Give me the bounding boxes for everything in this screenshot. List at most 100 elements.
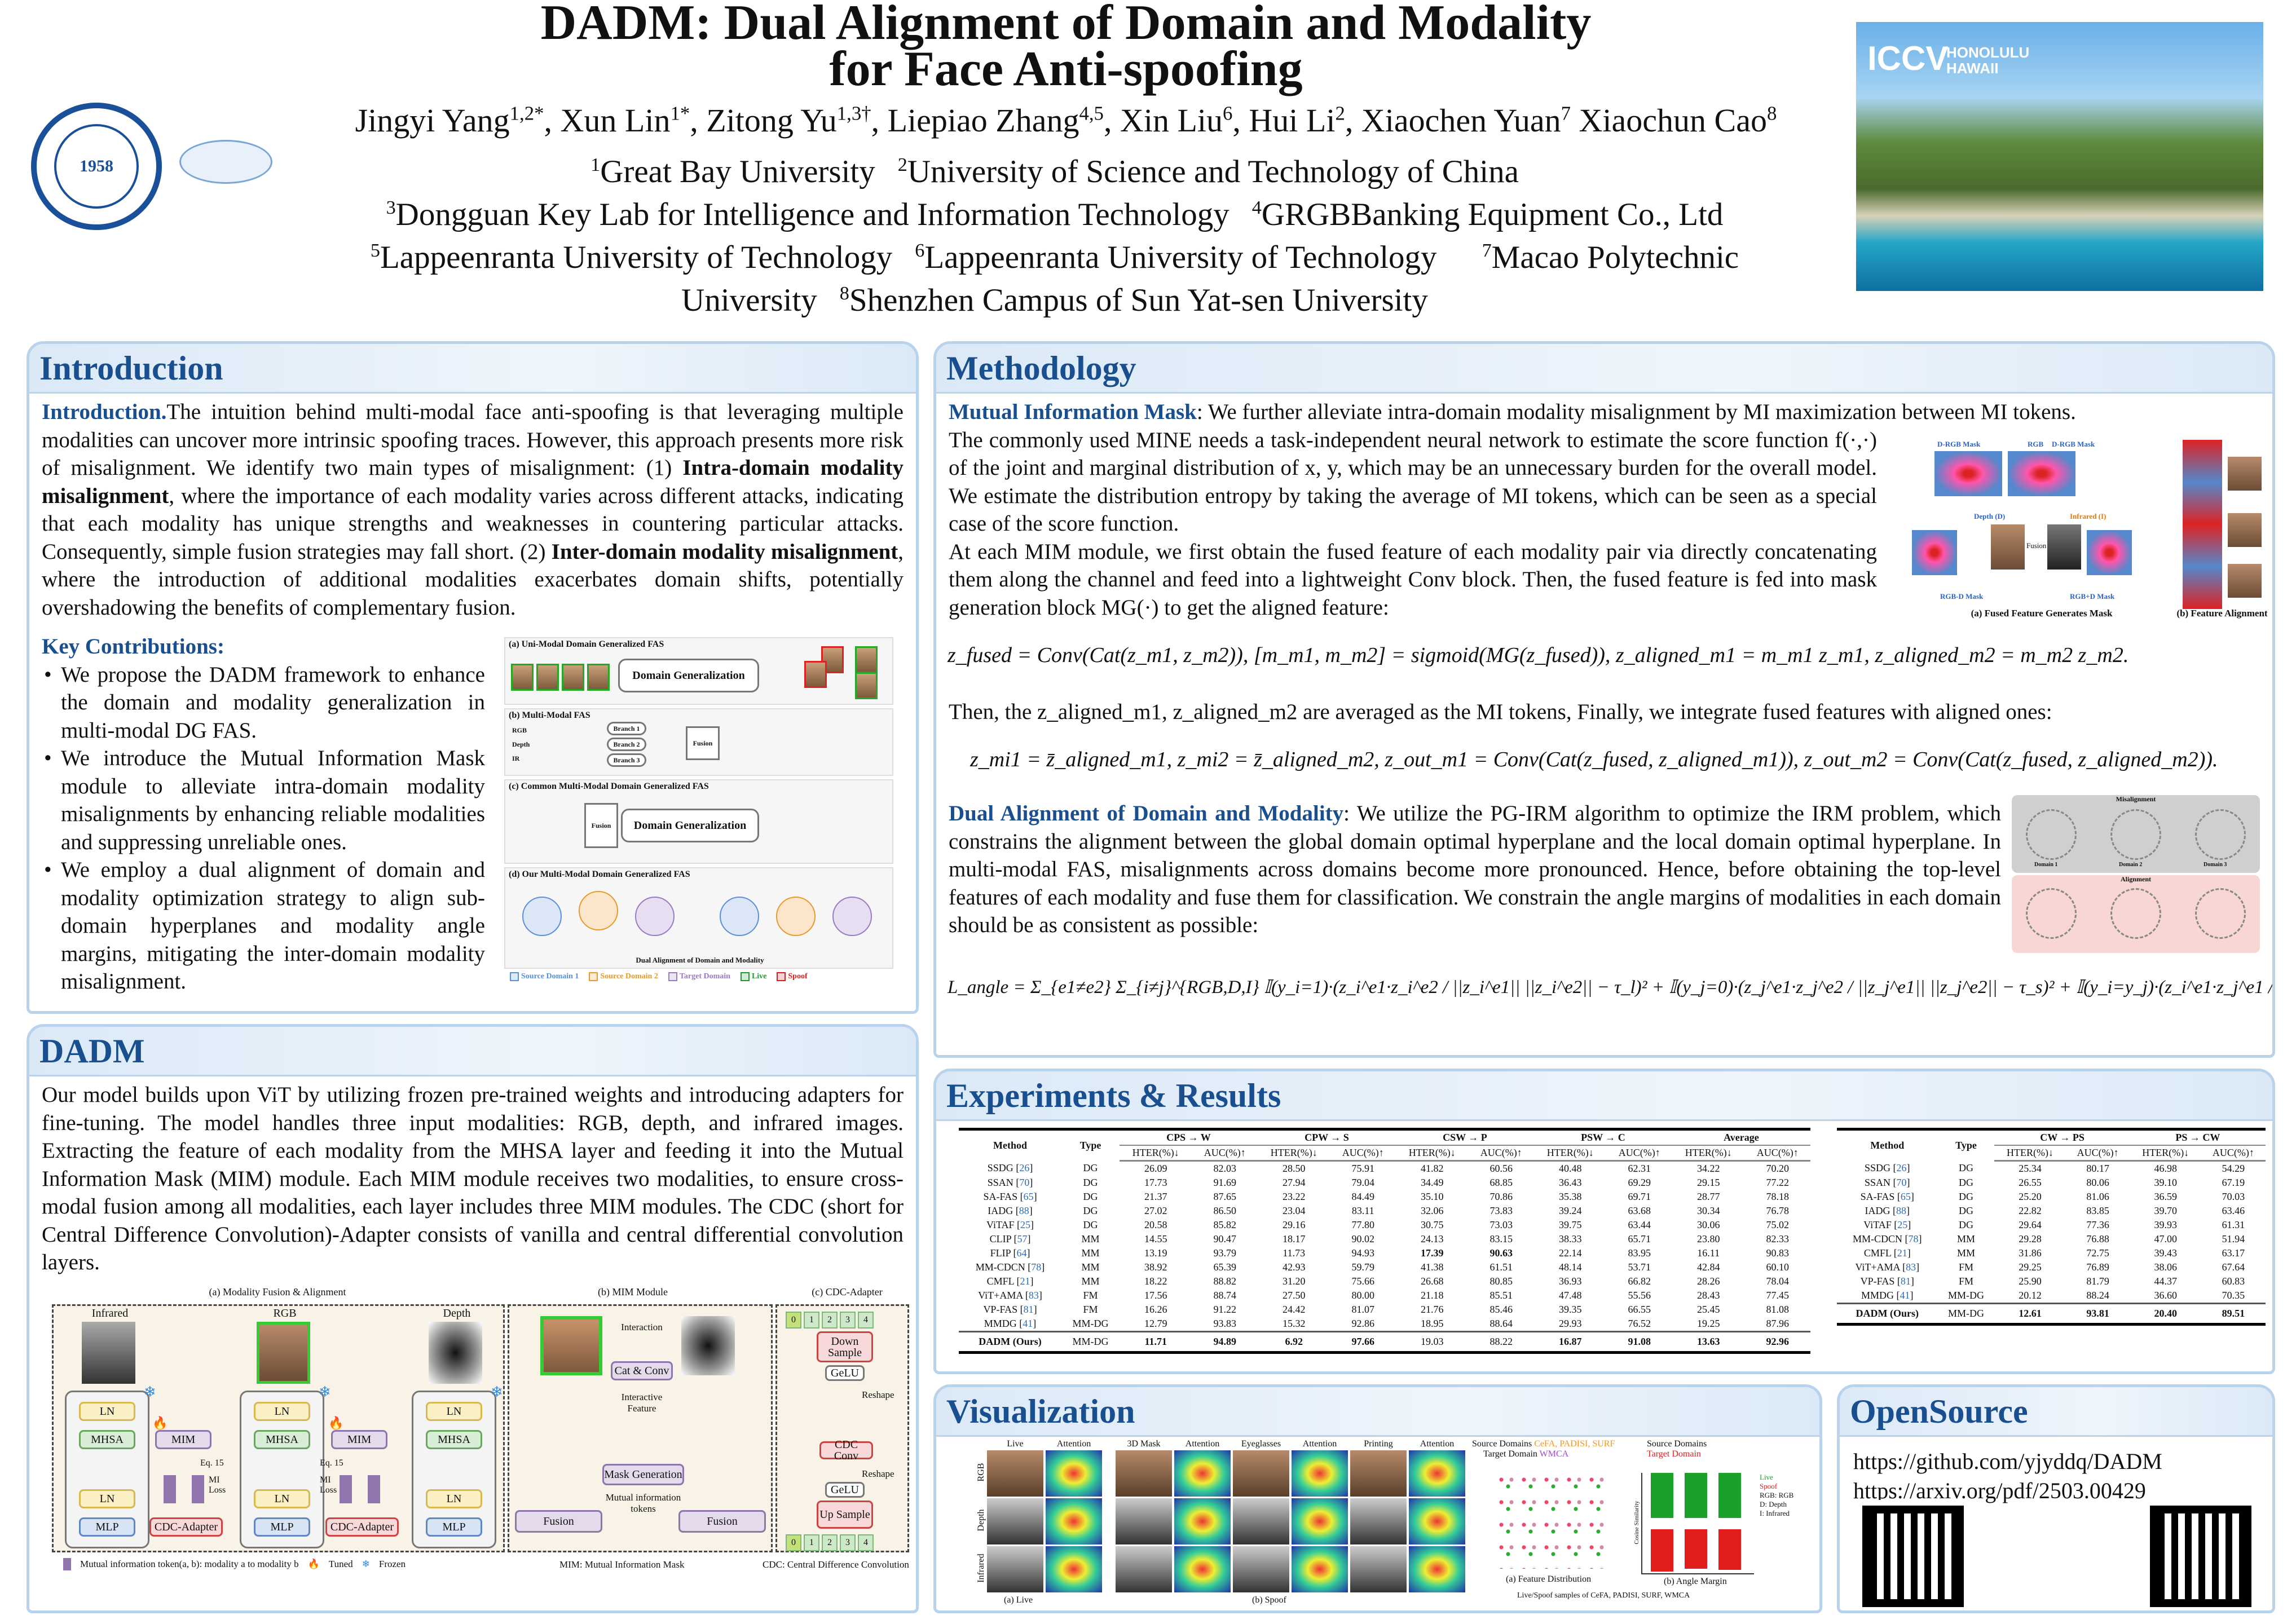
value-cell: 36.60	[2154, 1290, 2177, 1301]
value-cell: 88.82	[1213, 1276, 1237, 1287]
method-cell: IADG [88]	[988, 1205, 1033, 1216]
citation: 88	[1896, 1205, 1907, 1216]
method-cell: SSAN [70]	[1865, 1177, 1910, 1188]
equation-angle-loss: L_angle = Σ_{e1≠e2} Σ_{i≠j}^{RGB,D,I} 𝕀(…	[948, 977, 2274, 998]
table-row: IADG [88] DG 22.82 83.85 39.70 63.46	[1837, 1204, 2266, 1218]
value-cell: 18.95	[1420, 1318, 1444, 1329]
value-cell: 28.77	[1696, 1191, 1720, 1202]
token-cell: 4	[858, 1312, 874, 1329]
mim-figure: D-RGB Mask RGB D-RGB Mask Depth (D) Infr…	[1906, 429, 2268, 626]
dual-alignment-heading: Dual Alignment of Domain and Modality	[949, 801, 1344, 826]
value-cell: 27.50	[1283, 1290, 1306, 1301]
sample-image	[1350, 1450, 1407, 1497]
value-cell: 12.79	[1144, 1318, 1167, 1329]
legend-label: Spoof	[788, 972, 808, 981]
intro-lead: Introduction.	[42, 400, 167, 424]
table-row: SA-FAS [65] DG 21.37 87.65 23.22 84.49 35.10 70…	[959, 1190, 1810, 1204]
dadm-panel: DADM Our model builds upon ViT by utiliz…	[27, 1024, 919, 1613]
protocol-header: CW → PS	[1994, 1128, 2130, 1146]
snowflake-icon: ❄	[144, 1384, 156, 1400]
citation: 70	[1019, 1177, 1030, 1188]
figure-panel-c: (c) Common Multi-Modal Domain Generalize…	[504, 779, 893, 864]
table-row: SSAN [70] DG 26.55 80.06 39.10 67.19	[1837, 1176, 2266, 1190]
author-list: Jingyi Yang1,2*, Xun Lin1*, Zitong Yu1,3…	[282, 102, 1850, 139]
mask-label: D-RGB Mask	[2052, 440, 2095, 448]
value-cell: 36.93	[1558, 1276, 1582, 1287]
legend-item: Spoof	[1760, 1482, 1778, 1490]
arxiv-link[interactable]: https://arxiv.org/pdf/2503.00429	[1853, 1478, 2146, 1503]
attention-map	[1046, 1450, 1102, 1497]
value-cell: 77.22	[1766, 1177, 1790, 1188]
citation: 65	[1023, 1191, 1034, 1202]
attention-map	[1174, 1546, 1231, 1592]
value-cell: 35.10	[1420, 1191, 1444, 1202]
contribution-item: We propose the DADM framework to enhance…	[42, 661, 485, 745]
column-label: Attention	[1420, 1439, 1455, 1449]
token-cell: 0	[786, 1534, 801, 1551]
token-cell: 4	[858, 1534, 874, 1551]
equation-ref: Eq. 15	[320, 1458, 343, 1468]
value-cell: 73.03	[1489, 1219, 1513, 1230]
affiliation: 1Great Bay University	[590, 154, 875, 189]
value-cell: 81.08	[1766, 1304, 1790, 1315]
column-label: Eyeglasses	[1241, 1439, 1281, 1449]
author-affiliation-mark: 8	[1766, 102, 1777, 125]
value-cell: 78.04	[1766, 1276, 1790, 1287]
label: CeFA, PADISI, SURF	[1534, 1439, 1615, 1449]
method-name: SSDG	[1865, 1162, 1891, 1174]
method-name: FLIP	[990, 1247, 1011, 1259]
github-link[interactable]: https://github.com/yjyddq/DADM	[1853, 1449, 2162, 1474]
value-cell: 76.52	[1628, 1318, 1651, 1329]
value-cell: 54.29	[2222, 1163, 2245, 1174]
table-row: CMFL [21] MM 31.86 72.75 39.43 63.17	[1837, 1246, 2266, 1260]
value-cell: 90.02	[1351, 1233, 1375, 1245]
iccv-place: HONOLULU HAWAII	[1946, 44, 2030, 77]
method-cell: VP-FAS [81]	[983, 1304, 1037, 1315]
input-face-image	[429, 1322, 482, 1384]
author: Zitong Yu1,3†,	[706, 102, 888, 139]
affiliation-mark: 4	[1251, 197, 1262, 218]
mlp-block: MLP	[254, 1517, 310, 1537]
method-name: CLIP	[989, 1233, 1011, 1245]
method-text: Then, the z_aligned_m1, z_aligned_m2 are…	[949, 700, 2052, 724]
value-cell: 23.04	[1283, 1205, 1306, 1216]
value-cell: MM	[1081, 1276, 1100, 1287]
domain-generalization-box: Domain Generalization	[618, 659, 759, 692]
fusion-alignment-diagram: Infrared ❄ LN MHSA LN MLP RGB ❄ LN MHSA LN MLP Depth…	[52, 1304, 505, 1552]
value-cell: 13.63	[1672, 1331, 1745, 1354]
value-cell: 39.10	[2154, 1177, 2177, 1188]
input-label: RGB	[273, 1307, 297, 1320]
great-bay-university-logo	[179, 140, 272, 184]
value-cell: 61.31	[2222, 1219, 2245, 1230]
title-line-1: DADM: Dual Alignment of Domain and Modal…	[540, 0, 1592, 50]
figure-label: Misalignment	[2116, 795, 2156, 803]
citation: 21	[1020, 1276, 1030, 1287]
value-cell: DADM (Ours)	[959, 1331, 1062, 1354]
value-cell: 30.34	[1696, 1205, 1720, 1216]
label: WMCA	[1539, 1449, 1569, 1459]
table-row-ours: DADM (Ours) MM-DG 12.61 93.81 20.40 89.51	[1837, 1303, 2266, 1326]
gelu-block: GeLU	[825, 1365, 865, 1381]
value-cell: 70.86	[1489, 1191, 1513, 1202]
value-cell: 77.36	[2086, 1219, 2109, 1230]
fusion-block: Fusion	[678, 1510, 766, 1533]
metric-header: HTER(%)↓	[1119, 1145, 1192, 1162]
value-cell: 17.56	[1144, 1290, 1167, 1301]
mask-label: D-RGB Mask	[1937, 440, 1981, 448]
contribution-list: We propose the DADM framework to enhance…	[42, 661, 485, 996]
caption: (a) Feature Distribution	[1506, 1574, 1592, 1584]
attention-map	[1174, 1450, 1231, 1497]
table-row: MM-CDCN [78] MM 38.92 65.39 42.93 59.79 41.38 6…	[959, 1260, 1810, 1274]
value-cell: DG	[1083, 1205, 1098, 1216]
legend-item: Spoof	[777, 972, 808, 981]
legend-label: Live	[751, 972, 767, 981]
dadm-text: Our model builds upon ViT by utilizing f…	[42, 1083, 904, 1274]
affiliation-mark: 3	[386, 197, 396, 218]
value-cell: 76.78	[1766, 1205, 1790, 1216]
value-cell: 51.94	[2222, 1233, 2245, 1245]
value-cell: 94.93	[1351, 1247, 1375, 1259]
fusion-label: Fusion	[2026, 541, 2047, 550]
figure-label: Domain 2	[2119, 862, 2143, 868]
method-cell: CLIP [57]	[989, 1233, 1031, 1245]
value-cell: 26.68	[1420, 1276, 1444, 1287]
